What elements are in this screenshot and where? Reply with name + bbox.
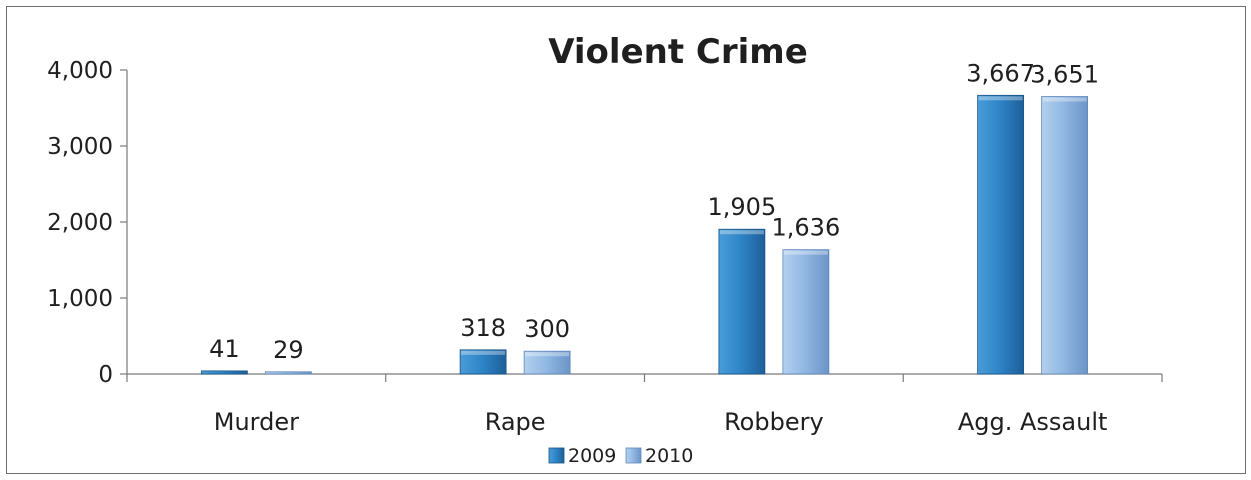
violent-crime-chart: Violent Crime 0 1,000 2,000 3,000 4,000 Murd… (47, 32, 1163, 467)
data-label-rape-2009: 318 (460, 314, 506, 342)
data-label-agg-assault-2009: 3,667 (966, 59, 1035, 87)
bar-agg-assault-2010 (1041, 96, 1089, 375)
category-label-agg-assault: Agg. Assault (958, 408, 1108, 436)
data-label-agg-assault-2010: 3,651 (1030, 61, 1099, 89)
legend-label-2009: 2009 (568, 445, 616, 467)
bar-highlight (719, 230, 764, 235)
category-label-murder: Murder (214, 408, 299, 436)
y-tick-label: 3,000 (47, 134, 113, 160)
bar-agg-assault-2009 (977, 94, 1025, 375)
category-label-robbery: Robbery (724, 408, 824, 436)
bar-highlight (461, 350, 506, 355)
legend: 2009 2010 (548, 445, 693, 467)
y-tick-label: 2,000 (47, 210, 113, 236)
bar-highlight (525, 352, 570, 357)
bar-highlight (783, 250, 828, 255)
data-label-murder-2009: 41 (209, 335, 240, 363)
y-tick-label: 4,000 (47, 58, 113, 84)
data-label-robbery-2010: 1,636 (772, 214, 841, 242)
bar-robbery-2009 (718, 228, 766, 375)
legend-swatch-2009 (548, 447, 565, 464)
bar-murder-2010 (264, 371, 312, 375)
bar-rape-2009 (459, 349, 507, 375)
y-tick-label: 0 (98, 362, 113, 388)
chart-frame: Violent Crime 0 1,000 2,000 3,000 4,000 Murd… (6, 6, 1246, 474)
bar-highlight (978, 96, 1023, 101)
legend-label-2010: 2010 (645, 445, 693, 467)
bar-murder-2009 (200, 370, 248, 375)
data-label-rape-2010: 300 (524, 315, 570, 343)
legend-swatch-2010 (625, 447, 642, 464)
x-axis: Murder Rape Robbery Agg. Assault (126, 373, 1163, 436)
bar-rape-2010 (523, 350, 571, 375)
data-label-murder-2010: 29 (273, 336, 304, 364)
bar-highlight (1042, 97, 1087, 102)
y-axis: 0 1,000 2,000 3,000 4,000 (47, 58, 128, 388)
data-label-robbery-2009: 1,905 (708, 193, 777, 221)
category-label-rape: Rape (485, 408, 546, 436)
chart-title: Violent Crime (548, 32, 808, 72)
y-tick-label: 1,000 (47, 286, 113, 312)
bars (200, 94, 1089, 375)
bar-robbery-2010 (782, 249, 830, 375)
